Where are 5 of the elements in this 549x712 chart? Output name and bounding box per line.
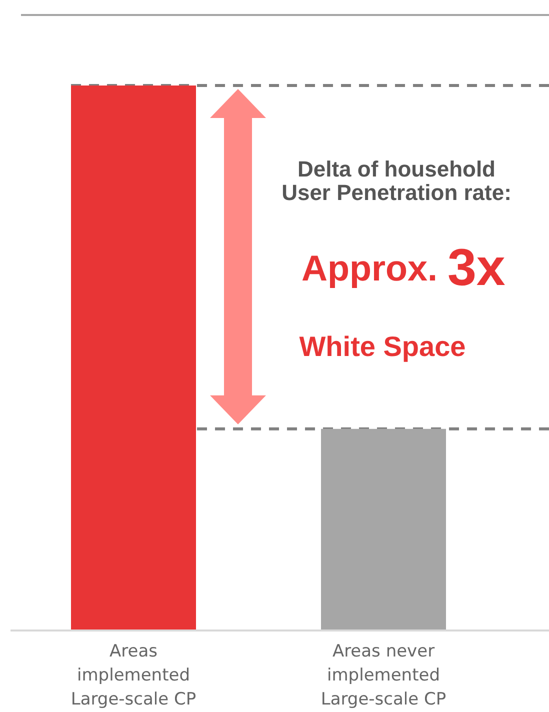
x-tick-label: Areas never implemented Large-scale CP: [320, 642, 446, 710]
annotation: White Space: [299, 331, 466, 362]
annotation: Delta of household User Penetration rate:: [282, 156, 512, 206]
annotation: Approx. 3x: [302, 239, 506, 298]
x-tick-label: Areas implemented Large-scale CP: [70, 642, 196, 710]
